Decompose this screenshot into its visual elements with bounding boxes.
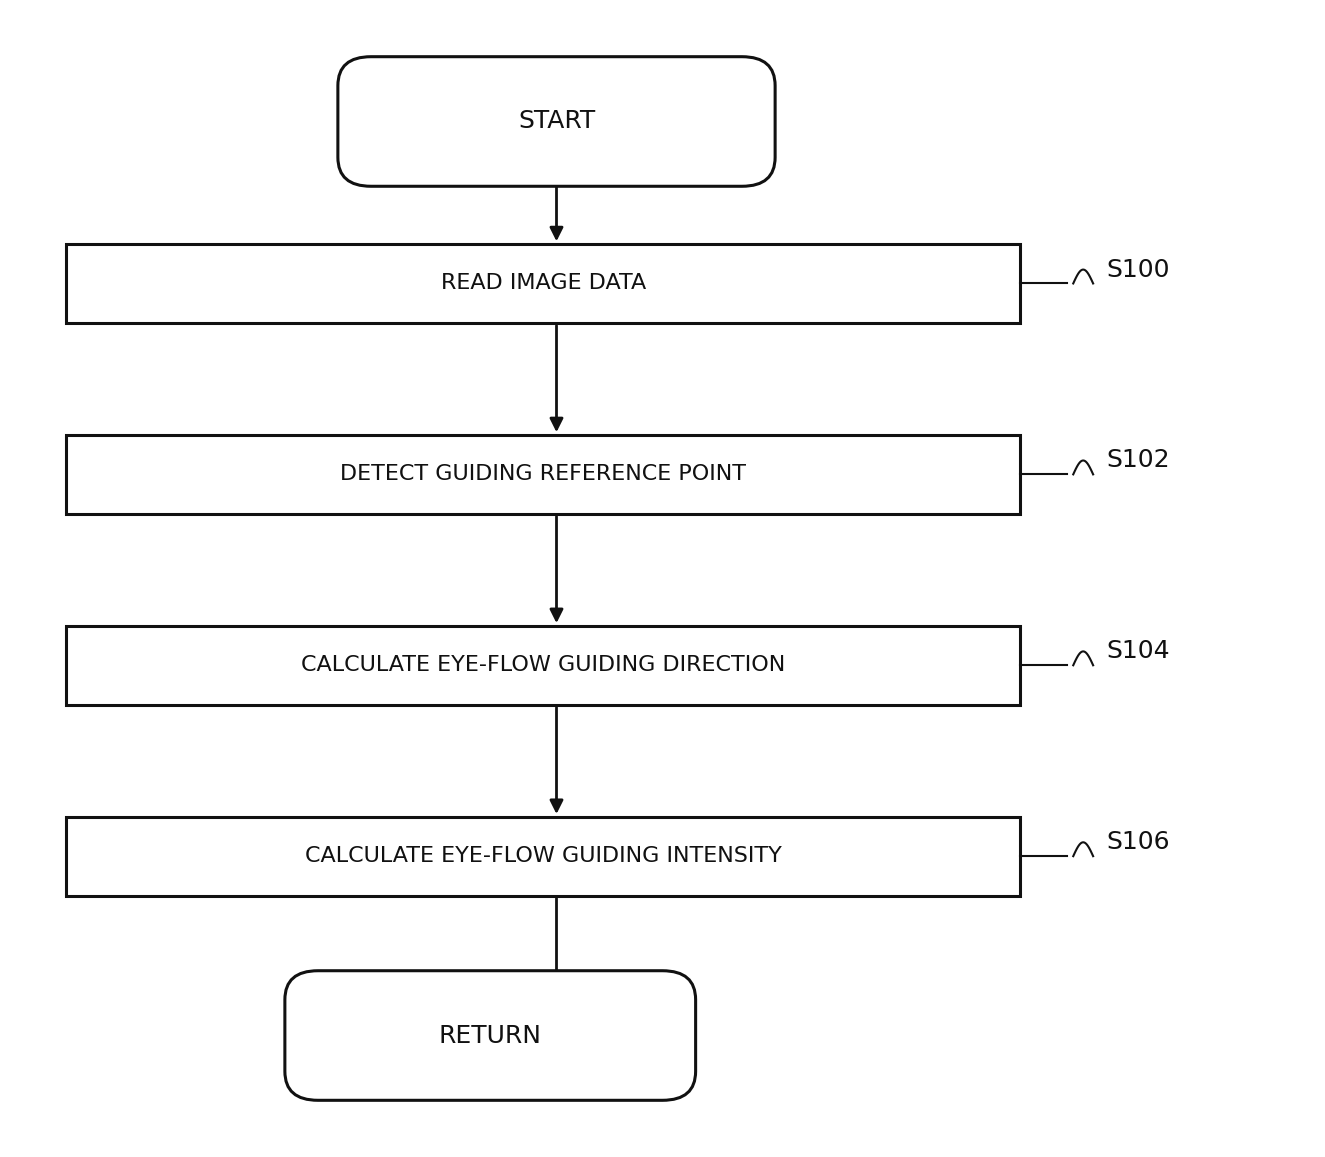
- Text: READ IMAGE DATA: READ IMAGE DATA: [441, 273, 645, 294]
- Text: DETECT GUIDING REFERENCE POINT: DETECT GUIDING REFERENCE POINT: [341, 464, 746, 485]
- Text: RETURN: RETURN: [439, 1024, 542, 1047]
- Text: CALCULATE EYE-FLOW GUIDING INTENSITY: CALCULATE EYE-FLOW GUIDING INTENSITY: [305, 846, 782, 867]
- Text: START: START: [518, 110, 595, 133]
- FancyBboxPatch shape: [285, 971, 696, 1100]
- Text: S102: S102: [1106, 449, 1170, 472]
- Text: S104: S104: [1106, 640, 1170, 663]
- Bar: [66, 626, 1020, 705]
- Bar: [66, 435, 1020, 514]
- Bar: [66, 817, 1020, 896]
- Text: S100: S100: [1106, 258, 1170, 281]
- FancyBboxPatch shape: [338, 57, 775, 186]
- Bar: [66, 244, 1020, 323]
- Text: CALCULATE EYE-FLOW GUIDING DIRECTION: CALCULATE EYE-FLOW GUIDING DIRECTION: [301, 655, 786, 676]
- Text: S106: S106: [1106, 831, 1170, 854]
